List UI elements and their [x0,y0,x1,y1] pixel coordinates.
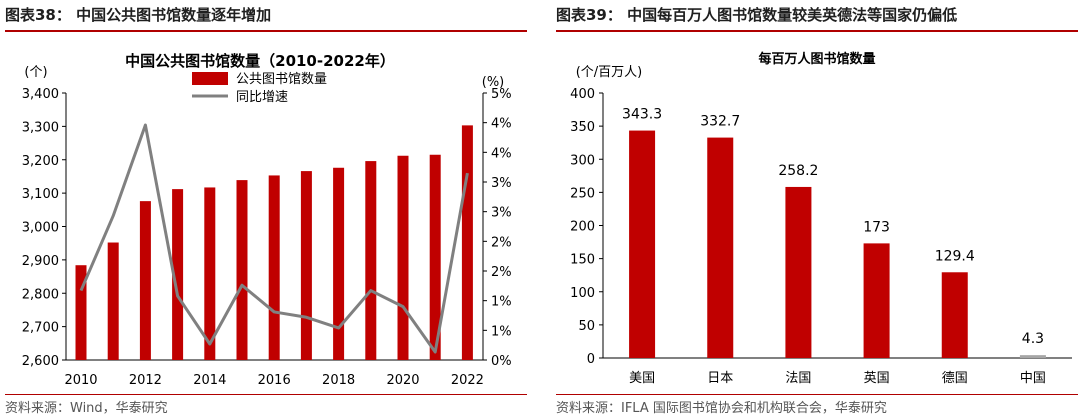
x-tick-label: 2022 [451,373,484,388]
bar-2015 [236,180,248,360]
left-source-rule [5,394,527,395]
left-y-tick-label: 2,600 [22,354,59,369]
right-y-tick-label: 5% [491,87,512,102]
left-axis-unit: (个) [24,65,47,80]
left-source-note: 资料来源：Wind，华泰研究 [5,401,168,416]
right-title-rule [556,30,1078,32]
x-tick-label: 2020 [386,373,419,388]
y-tick-label: 300 [570,153,595,168]
data-label: 258.2 [778,163,818,179]
left-chart-title-heading: 图表38： 中国公共图书馆数量逐年增加 [5,6,272,24]
x-tick-label: 2012 [129,373,162,388]
left-y-tick-label: 3,300 [22,120,59,135]
x-tick-label: 2014 [193,373,226,388]
x-category-label: 中国 [1020,371,1046,386]
x-tick-label: 2016 [258,373,291,388]
y-tick-label: 50 [578,319,595,334]
left-y-tick-label: 2,900 [22,254,59,269]
left-y-tick-label: 3,100 [22,187,59,202]
y-tick-label: 350 [570,120,595,135]
x-category-label: 美国 [629,371,655,386]
bar-2016 [268,175,280,360]
y-tick-label: 400 [570,87,595,102]
bar-2 [785,186,812,358]
bar-5 [1019,355,1046,358]
y-tick-label: 100 [570,286,595,301]
bar-2021 [429,154,441,360]
right-axis-unit: (%) [482,75,505,90]
x-category-label: 日本 [707,371,733,386]
right-y-tick-label: 2% [491,265,512,280]
bar-2019 [365,161,377,360]
bar-4 [941,272,968,358]
bar-3 [863,243,890,358]
bar-2020 [397,155,409,360]
chart-title: 中国公共图书馆数量（2010-2022年） [125,52,395,70]
bar-2010 [75,265,87,360]
legend-line-label: 同比增速 [236,90,288,105]
y-tick-label: 0 [587,352,595,367]
data-label: 129.4 [935,248,975,264]
bar-2014 [204,187,216,360]
legend-bar-label: 公共图书馆数量 [236,72,327,87]
left-title-rule [5,30,527,32]
y-tick-label: 150 [570,253,595,268]
right-y-tick-label: 3% [491,206,512,221]
bar-2011 [107,242,119,360]
data-label: 4.3 [1022,331,1044,347]
left-y-tick-label: 2,700 [22,321,59,336]
right-y-tick-label: 4% [491,117,512,132]
bar-2017 [300,171,312,360]
data-label: 343.3 [622,107,662,123]
right-chart-title-heading: 图表39： 中国每百万人图书馆数量较美英德法等国家仍偏低 [556,6,958,24]
bar-2012 [139,201,151,360]
right-y-tick-label: 1% [491,324,512,339]
right-y-tick-label: 0% [491,354,512,369]
right-y-tick-label: 2% [491,235,512,250]
right-source-note: 资料来源：IFLA 国际图书馆协会和机构联合会，华泰研究 [556,401,887,416]
left-chart: 中国公共图书馆数量（2010-2022年） (个) (%) 2,600 2,700 2,8… [22,52,512,388]
left-y-tick-label: 3,200 [22,154,59,169]
bar-2022 [461,125,473,360]
bar-1 [707,137,734,358]
right-source-rule [556,394,1078,395]
right-y-tick-label: 3% [491,176,512,191]
right-y-tick-label: 4% [491,146,512,161]
data-label: 332.7 [700,114,740,130]
y-tick-label: 250 [570,186,595,201]
left-y-tick-label: 3,000 [22,221,59,236]
chart-title: 每百万人图书馆数量 [758,51,875,67]
left-y-tick-label: 3,400 [22,87,59,102]
right-y-tick-label: 1% [491,295,512,310]
data-label: 173 [863,219,890,235]
y-axis-unit: (个/百万人) [576,65,643,80]
x-category-label: 法国 [785,371,811,386]
bar-0 [629,130,656,358]
bar-2018 [333,167,345,360]
x-category-label: 德国 [942,371,968,386]
y-tick-label: 200 [570,220,595,235]
growth-line [79,123,469,354]
bar-2013 [172,189,184,360]
x-tick-label: 2010 [64,373,97,388]
x-tick-label: 2018 [322,373,355,388]
right-chart: 每百万人图书馆数量 (个/百万人) 0 50 100 150 200 250 300 350 400… [570,51,1072,386]
left-y-tick-label: 2,800 [22,287,59,302]
x-category-label: 英国 [864,371,890,386]
legend-bar-swatch [192,72,228,85]
